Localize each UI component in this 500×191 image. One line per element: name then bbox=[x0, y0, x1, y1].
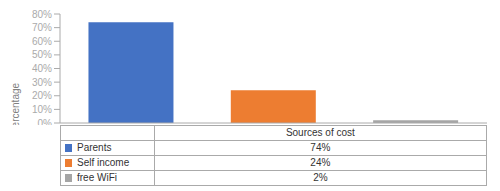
svg-text:50%: 50% bbox=[32, 49, 52, 60]
html-text:24%: 24% bbox=[310, 157, 331, 168]
svg-text:Percentage: Percentage bbox=[10, 82, 21, 125]
svg-text:40%: 40% bbox=[32, 63, 52, 74]
html-text:74%: 74% bbox=[310, 142, 331, 153]
svg-text:80%: 80% bbox=[32, 9, 52, 20]
html-text:Sources of cost: Sources of cost bbox=[285, 127, 355, 138]
svg-text:30%: 30% bbox=[32, 77, 52, 88]
html-text:Self income: Self income bbox=[77, 157, 130, 169]
svg-text:60%: 60% bbox=[32, 36, 52, 47]
html-text:2%: 2% bbox=[313, 172, 328, 183]
html-text:free WiFi: free WiFi bbox=[77, 172, 117, 184]
svg-text:20%: 20% bbox=[32, 90, 52, 101]
svg-text:0%: 0% bbox=[38, 118, 53, 125]
svg-text:70%: 70% bbox=[32, 22, 52, 33]
html-text:Parents: Parents bbox=[77, 142, 112, 154]
svg-text:10%: 10% bbox=[32, 104, 52, 115]
